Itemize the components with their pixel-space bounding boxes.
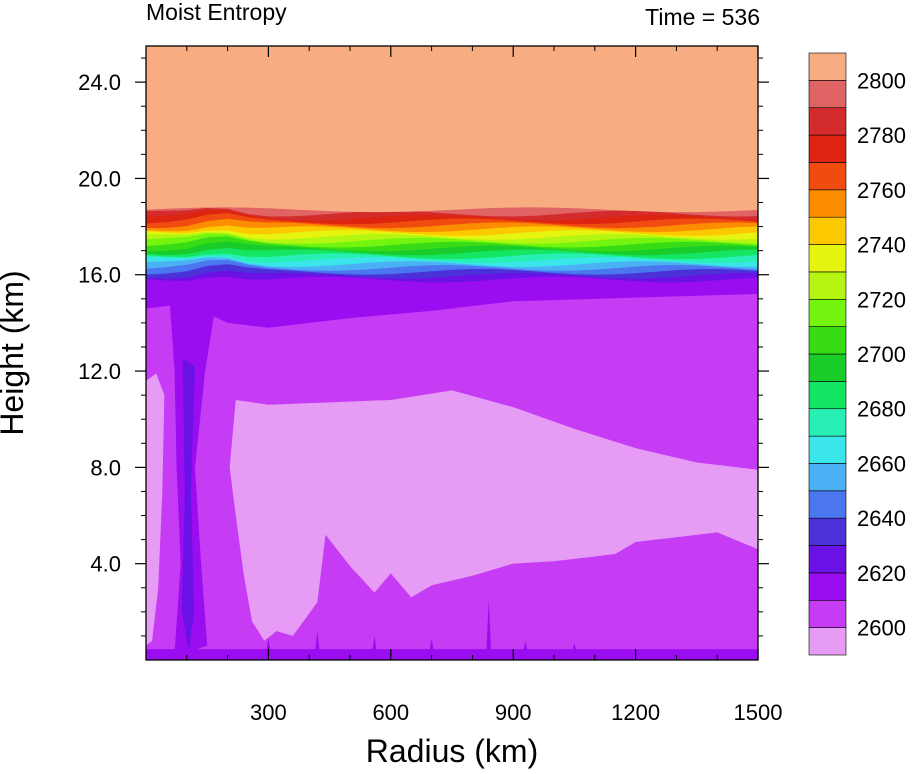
colorbar-swatch <box>808 162 847 191</box>
surface-spike <box>486 599 492 653</box>
colorbar-swatch <box>808 134 847 163</box>
colorbar-tick-label: 2680 <box>857 397 906 422</box>
colorbar-swatch <box>808 80 847 109</box>
region-stratosphere <box>146 46 758 213</box>
x-tick-label: 600 <box>372 700 409 725</box>
colorbar-tick-label: 2640 <box>857 506 906 531</box>
chart-title-left: Moist Entropy <box>146 0 287 25</box>
colorbar-swatch <box>808 52 847 81</box>
colorbar-tick-label: 2720 <box>857 287 906 312</box>
x-tick-labels: 300 600 900 1200 1500 <box>250 700 782 725</box>
y-axis-label: Height (km) <box>0 270 30 435</box>
surface-spike <box>372 635 377 653</box>
y-tick-label: 12.0 <box>78 359 121 384</box>
plot-area <box>146 46 758 660</box>
colorbar-swatch <box>808 627 847 656</box>
colorbar-swatch <box>808 271 847 300</box>
colorbar-swatch <box>808 189 847 218</box>
y-tick-label: 24.0 <box>78 70 121 95</box>
colorbar-swatch <box>808 435 847 464</box>
colorbar-swatch <box>808 326 847 355</box>
surface-spike <box>522 640 528 653</box>
colorbar-swatch <box>808 107 847 136</box>
y-tick-label: 4.0 <box>90 552 121 577</box>
colorbar-swatch <box>808 545 847 574</box>
colorbar-tick-label: 2700 <box>857 342 906 367</box>
colorbar-tick-label: 2760 <box>857 178 906 203</box>
colorbar-swatch <box>808 298 847 327</box>
colorbar-tick-label: 2660 <box>857 451 906 476</box>
colorbar-swatch <box>808 244 847 273</box>
chart-title-right: Time = 536 <box>645 4 760 30</box>
x-axis-label: Radius (km) <box>366 733 538 769</box>
colorbar-tick-label: 2780 <box>857 123 906 148</box>
colorbar-swatch <box>808 572 847 601</box>
colorbar-swatch <box>808 408 847 437</box>
region-low-entropy-interior <box>229 390 758 641</box>
y-tick-labels: 4.0 8.0 12.0 16.0 20.0 24.0 <box>78 70 121 577</box>
colorbar <box>808 52 847 656</box>
region-surface-layer <box>146 649 758 660</box>
region-eyewall-core <box>181 359 195 651</box>
surface-spike <box>429 638 435 653</box>
colorbar-tick-label: 2620 <box>857 561 906 586</box>
colorbar-tick-label: 2600 <box>857 616 906 641</box>
colorbar-tick-label: 2740 <box>857 233 906 258</box>
colorbar-tick-label: 2800 <box>857 68 906 93</box>
colorbar-swatch <box>808 353 847 382</box>
surface-spike <box>571 643 577 653</box>
colorbar-swatch <box>808 517 847 546</box>
surface-spike <box>314 631 320 653</box>
region-upper-band <box>146 265 758 328</box>
x-tick-label: 1500 <box>734 700 783 725</box>
x-tick-label: 1200 <box>611 700 660 725</box>
y-tick-label: 8.0 <box>90 455 121 480</box>
colorbar-labels: 2600 2620 2640 2660 2680 2700 2720 2740 2760 2780… <box>857 68 906 640</box>
plot-frame <box>145 45 759 661</box>
x-tick-label: 300 <box>250 700 287 725</box>
colorbar-swatch <box>808 381 847 410</box>
colorbar-swatch <box>808 599 847 628</box>
y-tick-label: 16.0 <box>78 263 121 288</box>
colorbar-swatch <box>808 216 847 245</box>
surface-spike <box>265 638 271 653</box>
axis-ticks <box>135 46 769 660</box>
y-tick-label: 20.0 <box>78 166 121 191</box>
x-tick-label: 900 <box>495 700 532 725</box>
region-eyewall <box>168 279 218 653</box>
colorbar-swatch <box>808 463 847 492</box>
region-left-strip <box>146 373 165 646</box>
colorbar-swatch <box>808 490 847 519</box>
